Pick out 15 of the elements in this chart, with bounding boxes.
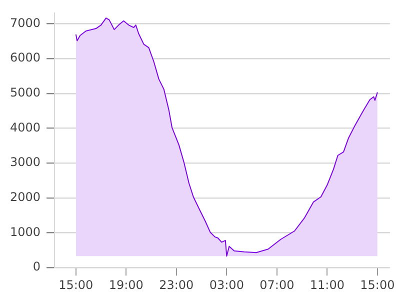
y-tick-label: 7000: [10, 16, 41, 30]
x-tick-label: 11:00: [310, 278, 344, 292]
y-tick-label: 6000: [10, 50, 41, 65]
x-tick-label: 07:00: [260, 278, 294, 292]
x-tick-label: 19:00: [108, 278, 144, 292]
y-tick-label: 5000: [10, 85, 41, 100]
x-tick-label: 15:00: [58, 278, 94, 292]
x-tick-label: 15:00: [360, 278, 395, 292]
y-tick-label: 0: [32, 260, 41, 274]
y-tick-label: 3000: [10, 155, 41, 170]
y-tick-label: 1000: [10, 224, 41, 239]
y-tick-label: 2000: [10, 190, 41, 204]
y-tick-label: 4000: [10, 120, 41, 134]
x-tick-label: 03:00: [209, 278, 244, 292]
x-tick-label: 23:00: [159, 278, 194, 292]
